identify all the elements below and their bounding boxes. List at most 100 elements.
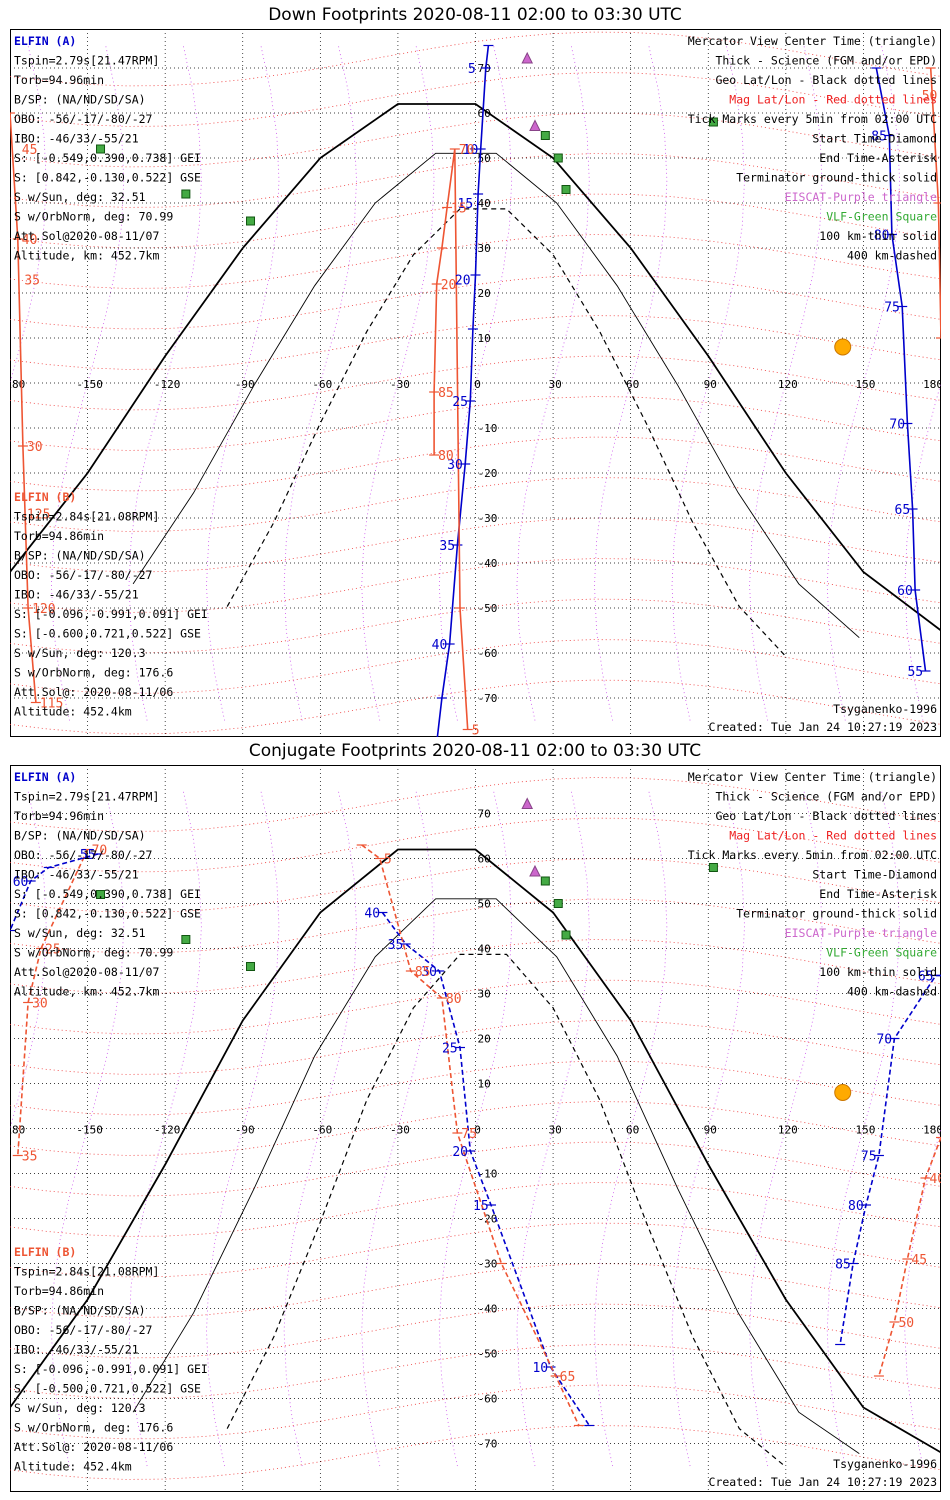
elfin-b-time-label: 25	[45, 943, 61, 958]
elfin-b-time-label: 45	[22, 143, 38, 158]
vlf-square-icon	[181, 935, 191, 944]
elfin-b-info-line: B/SP: (NA/ND/SD/SA)	[14, 1304, 146, 1318]
elfin-b-time-label: 15	[451, 202, 467, 217]
x-tick-label: -60	[312, 378, 332, 391]
elfin-a-time-label: 75	[884, 301, 900, 316]
elfin-b-info-line: Altitude: 452.4km	[14, 705, 132, 719]
y-tick-label: -60	[478, 647, 498, 660]
elfin-a-time-label: 70	[876, 1033, 892, 1048]
eiscat-triangle-icon	[521, 797, 534, 809]
elfin-b-info-line: B/SP: (NA/ND/SD/SA)	[14, 549, 146, 563]
elfin-a-info-line: S: [-0.549,0.390,0.738] GEI	[14, 887, 201, 901]
elfin-a-time-label: 55	[80, 848, 96, 863]
footprint-track-elfin-b	[878, 1137, 941, 1377]
legend-entry: 100 km-thin solid	[819, 965, 937, 979]
elfin-a-time-label: 65	[895, 503, 911, 518]
elfin-b-time-label: 115	[40, 697, 63, 712]
y-tick-label: -20	[478, 467, 498, 480]
elfin-b-time-label: 35	[24, 274, 40, 289]
elfin-a-time-label: 20	[455, 274, 471, 289]
elfin-b-info-line: Torb=94.86min	[14, 529, 104, 543]
sun-icon	[834, 1084, 852, 1101]
footprint-track-elfin-a	[436, 45, 490, 737]
elfin-b-info-line: IBO: -46/33/-55/21	[14, 588, 139, 602]
elfin-a-time-label: 55	[907, 665, 923, 680]
elfin-b-time-label: 65	[560, 1370, 576, 1385]
x-tick-label: 0	[474, 1124, 481, 1137]
elfin-a-info-line: S: [0.842,-0.130,0.522] GSE	[14, 907, 201, 921]
elfin-a-info-line: OBO: -56/-17/-80/-27	[14, 848, 153, 862]
vlf-square-icon	[540, 876, 550, 886]
terminator-100km-line	[132, 152, 860, 639]
y-tick-label: -40	[478, 557, 498, 570]
elfin-b-info-line: Altitude: 452.4km	[14, 1460, 132, 1474]
legend-entry: 400 km-dashed	[847, 249, 937, 263]
y-tick-label: 10	[478, 1078, 491, 1091]
terminator-400km-line	[226, 953, 787, 1468]
elfin-b-time-label: 30	[27, 440, 43, 455]
y-tick-label: -60	[478, 1393, 498, 1406]
elfin-b-time-label: 5	[384, 853, 392, 868]
sun-icon	[834, 338, 852, 356]
elfin-b-info-line: Att.Sol@: 2020-08-11/06	[14, 1440, 173, 1454]
created-timestamp: Created: Tue Jan 24 10:27:19 2023	[709, 1475, 938, 1489]
elfin-b-time-label: 125	[27, 508, 50, 523]
legend-entry: EISCAT-Purple triangle	[785, 926, 937, 940]
elfin-b-info-line: S w/Sun, deg: 120.3	[14, 646, 146, 660]
elfin-b-info-line: Tspin=2.84s[21.08RPM]	[14, 1265, 159, 1279]
legend-entry: Terminator ground-thick solid	[736, 171, 937, 185]
x-tick-label: -30	[390, 1124, 410, 1137]
legend-entry: VLF-Green Square	[826, 946, 937, 960]
elfin-a-info-line: Altitude, km: 452.7km	[14, 985, 159, 999]
elfin-a-info-line: B/SP: (NA/ND/SD/SA)	[14, 93, 146, 107]
elfin-b-time-label: 35	[22, 1150, 38, 1165]
elfin-a-time-label: 15	[473, 1199, 489, 1214]
elfin-a-time-label: 30	[447, 458, 463, 473]
elfin-a-time-label: 10	[463, 143, 479, 158]
legend-entry: Thick - Science (FGM and/or EPD)	[715, 54, 937, 68]
elfin-b-time-label: 80	[438, 449, 454, 464]
terminator-ground-line	[10, 103, 941, 632]
footprint-track-elfin-b	[361, 844, 580, 1426]
legend-entry: Thick - Science (FGM and/or EPD)	[715, 790, 937, 804]
elfin-a-info-line: Att.Sol@2020-08-11/07	[14, 965, 159, 979]
legend-entry: End Time-Asterisk	[819, 887, 937, 901]
elfin-a-info-line: S w/Sun, deg: 32.51	[14, 190, 146, 204]
vlf-square-icon	[96, 890, 106, 899]
y-tick-label: 20	[478, 1033, 491, 1046]
elfin-b-time-label: 40	[929, 1172, 941, 1187]
vlf-square-icon	[708, 117, 718, 127]
x-tick-label: 90	[704, 1124, 717, 1137]
y-tick-label: -70	[478, 692, 498, 705]
elfin-a-time-label: 10	[532, 1361, 548, 1376]
x-tick-label: -120	[154, 378, 181, 391]
legend-entry: 400 km-dashed	[847, 985, 937, 999]
vlf-square-icon	[561, 930, 571, 940]
elfin-a-info-line: S: [0.842,-0.130,0.522] GSE	[14, 171, 201, 185]
bottom-panel-title: Conjugate Footprints 2020-08-11 02:00 to…	[248, 741, 702, 761]
elfin-a-info-line: Tspin=2.79s[21.47RPM]	[14, 790, 159, 804]
footprint-track-elfin-a	[381, 912, 590, 1426]
footprint-track-elfin-a	[10, 853, 99, 931]
vlf-square-icon	[708, 863, 718, 872]
y-tick-label: -50	[478, 602, 498, 615]
vlf-square-icon	[540, 131, 550, 140]
elfin-b-info-line: S: [-0.096,-0.991,0.091] GEI	[14, 607, 208, 621]
elfin-b-time-label: 5	[472, 724, 480, 738]
legend-entry: Mag Lat/Lon - Red dotted lines	[729, 829, 937, 843]
x-tick-label: -30	[390, 378, 410, 391]
elfin-b-time-label: 70	[459, 143, 475, 158]
y-tick-label: -30	[478, 1258, 498, 1271]
legend-entry: Terminator ground-thick solid	[736, 907, 937, 921]
elfin-b-time-label: 120	[32, 602, 55, 617]
down-footprints-map: -180 -150 -120 -90 -60 -30 0 30 60 90 120 150 180 -70…	[10, 29, 941, 737]
terminator-ground-line	[10, 848, 941, 1454]
x-tick-label: 0	[474, 378, 481, 391]
x-tick-label: -90	[235, 378, 255, 391]
y-tick-label: 60	[478, 853, 491, 866]
elfin-b-info-line: IBO: -46/33/-55/21	[14, 1343, 139, 1357]
elfin-b-time-label: 40	[22, 233, 38, 248]
eiscat-triangle-icon	[529, 864, 541, 877]
eiscat-triangle-icon	[521, 51, 534, 64]
legend-entry: Geo Lat/Lon - Black dotted lines	[715, 809, 937, 823]
